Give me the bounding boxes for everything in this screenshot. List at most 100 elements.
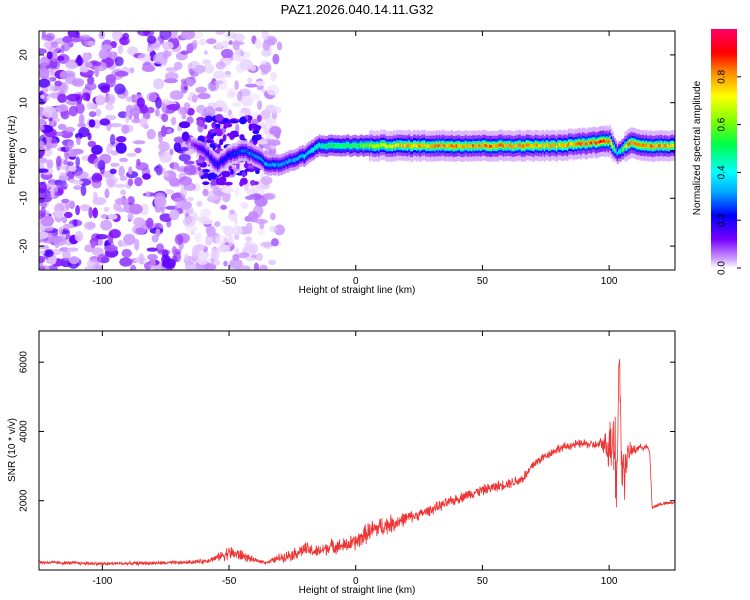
spectrogram-noise-blob	[127, 196, 135, 206]
spectrogram-noise-blob	[48, 117, 53, 122]
spectrogram-noise-blob	[109, 134, 116, 146]
spectrogram-noise-blob	[119, 36, 130, 46]
spectrogram-ridge-cell	[235, 152, 238, 156]
spectrogram-ridge-cell	[520, 144, 523, 149]
spectrogram-noise-blob	[138, 253, 145, 263]
spectrogram-noise-blob	[200, 208, 212, 219]
spectrogram-ridge-cell	[317, 144, 320, 149]
spectrogram-ridge-cell	[431, 144, 434, 148]
spectrogram-ridge-cell	[303, 155, 306, 159]
spectrogram-noise-blob	[155, 164, 163, 176]
spectrogram-ridge-cell	[292, 158, 295, 162]
snr-xtick-label: 50	[477, 576, 489, 587]
spectrogram-noise-blob	[164, 72, 179, 81]
spectrogram-noise-blob	[46, 51, 53, 60]
spectrogram-ridge-cell	[330, 143, 333, 147]
spectrogram-ridge-cell	[280, 163, 283, 167]
colorbar-tick-label: 0.0	[717, 261, 728, 275]
spectrogram-noise-blob	[107, 213, 118, 220]
spectrogram-ridge-cell	[312, 148, 315, 152]
spectrogram-noise-blob	[257, 228, 266, 236]
spectrogram-noise-blob	[166, 128, 172, 134]
spectrogram-ridge-cell	[344, 144, 347, 148]
spectrogram-ytick-label: -10	[19, 191, 30, 206]
spectrogram-ridge-cell	[638, 142, 640, 146]
spectrogram-noise-blob	[178, 106, 186, 116]
spectrogram-noise-blob	[106, 144, 113, 155]
spectrogram-noise-blob	[99, 118, 111, 126]
spectrogram-noise-blob	[57, 55, 65, 61]
spectrogram-noise-blob	[193, 64, 206, 74]
spectrogram-noise-blob	[260, 241, 274, 248]
spectrogram-ridge-cell	[562, 144, 564, 148]
spectrogram-ridge-cell	[302, 153, 304, 158]
spectrogram-ridge-cell	[635, 142, 637, 146]
spectrogram-ridge-cell	[469, 144, 472, 148]
spectrogram-noise-blob	[158, 141, 170, 152]
spectrogram-noise-blob	[261, 49, 272, 57]
spectrogram-noise-blob	[86, 259, 99, 268]
spectrogram-ytick-label: 0	[19, 147, 30, 153]
spectrogram-ylabel: Frequency (Hz)	[7, 116, 18, 185]
spectrogram-ridge-cell	[209, 156, 212, 160]
spectrogram-noise-blob	[109, 168, 117, 174]
spectrogram-ridge-cell	[384, 143, 387, 147]
spectrogram-noise-blob	[41, 34, 54, 41]
spectrogram-noise-blob	[76, 136, 81, 146]
spectrogram-ridge-cell	[493, 144, 496, 148]
spectrogram-noise-blob	[254, 219, 268, 224]
spectrogram-noise-blob	[133, 217, 145, 227]
spectrogram-xtick-label: -50	[222, 276, 237, 287]
spectrogram-ridge-cell	[461, 144, 464, 149]
spectrogram-ridge-cell	[264, 161, 266, 166]
spectrogram-noise-blob	[121, 248, 132, 258]
spectrogram-noise-blob	[231, 225, 243, 236]
spectrogram-ridge-cell	[650, 144, 653, 148]
spectrogram-noise-blob	[194, 232, 202, 244]
spectrogram-noise-blob	[86, 40, 96, 46]
spectrogram-ridge-cell	[665, 144, 668, 148]
spectrogram-noise-blob	[105, 74, 117, 83]
spectrogram-ridge-cell	[245, 149, 248, 153]
spectrogram-ridge-cell	[191, 142, 193, 146]
spectrogram-noise-blob	[227, 109, 232, 116]
spectrogram-noise-blob	[214, 107, 225, 112]
spectrogram-noise-blob	[215, 42, 223, 49]
spectrogram-noise-blob	[46, 159, 54, 170]
spectrogram-noise-blob	[64, 211, 73, 219]
spectrogram-cluster-blob	[197, 166, 201, 171]
spectrogram-ridge-cell	[454, 144, 456, 149]
spectrogram-noise-blob	[238, 252, 250, 259]
spectrogram-ridge-cell	[350, 144, 353, 148]
spectrogram-noise-blob	[265, 123, 271, 129]
spectrogram-noise-blob	[234, 80, 239, 91]
spectrogram-noise-blob	[50, 117, 61, 123]
spectrogram-noise-blob	[270, 106, 282, 114]
spectrogram-noise-blob	[256, 252, 263, 262]
spectrogram-ridge-cell	[630, 140, 633, 145]
spectrogram-noise-blob	[79, 204, 91, 212]
spectrogram-ridge-cell	[226, 155, 228, 159]
spectrogram-noise-blob	[155, 108, 160, 117]
spectrogram-noise-blob	[166, 103, 181, 111]
spectrogram-ridge-cell	[326, 144, 329, 149]
spectrogram-ridge-cell	[625, 144, 628, 148]
spectrogram-noise-blob	[40, 202, 48, 209]
spectrogram-ridge-cell	[406, 144, 409, 148]
spectrogram-noise-blob	[65, 99, 80, 106]
spectrogram-noise-blob	[59, 71, 68, 80]
spectrogram-ridge-cell	[536, 143, 539, 147]
spectrogram-ridge-cell	[261, 157, 263, 162]
spectrogram-noise-blob	[120, 189, 127, 196]
spectrogram-noise-blob	[83, 53, 92, 61]
spectrogram-ridge-cell	[511, 144, 514, 148]
spectrogram-noise-blob	[118, 165, 125, 178]
spectrogram-ridge-cell	[393, 143, 396, 148]
spectrogram-cluster-blob	[247, 119, 251, 124]
spectrogram-noise-blob	[40, 94, 45, 100]
spectrogram-noise-blob	[39, 125, 45, 132]
spectrogram-noise-blob	[69, 200, 75, 210]
spectrogram-ridge-cell	[315, 145, 318, 149]
spectrogram-ridge-cell	[403, 143, 406, 148]
spectrogram-ridge-cell	[212, 159, 215, 163]
